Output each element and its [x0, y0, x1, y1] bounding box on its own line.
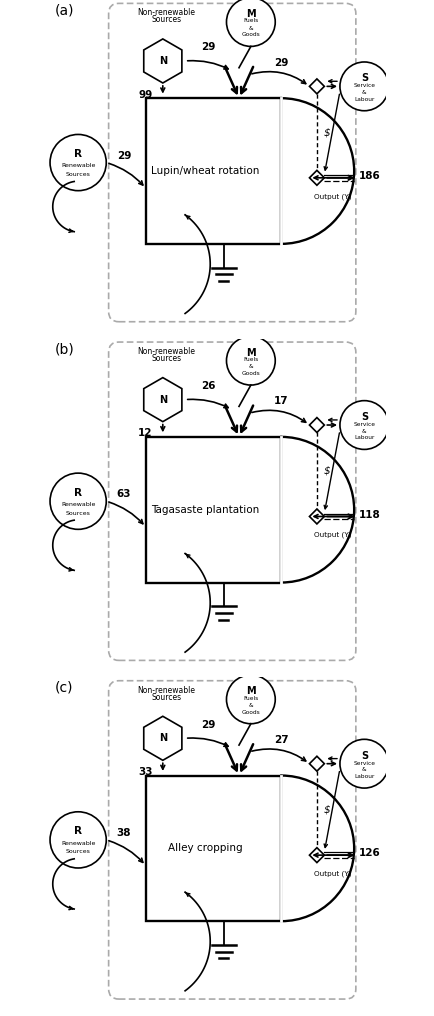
Text: N: N [159, 394, 167, 404]
Text: &: & [362, 767, 367, 772]
Circle shape [227, 675, 275, 723]
Wedge shape [281, 775, 354, 922]
Text: Sources: Sources [151, 693, 181, 702]
Text: Sources: Sources [66, 511, 91, 515]
Text: Fuels: Fuels [243, 18, 259, 23]
Text: 12: 12 [138, 429, 153, 439]
Text: &: & [249, 365, 253, 369]
Text: Renewable: Renewable [61, 164, 95, 169]
Text: &: & [362, 90, 367, 94]
Text: N: N [159, 56, 167, 66]
Text: 17: 17 [274, 396, 289, 406]
Text: 29: 29 [201, 43, 216, 53]
Polygon shape [144, 716, 182, 760]
Text: N: N [159, 734, 167, 744]
Text: Lupin/wheat rotation: Lupin/wheat rotation [151, 166, 260, 176]
Text: Service: Service [353, 761, 375, 765]
Text: S: S [361, 751, 368, 761]
Text: Output (Y): Output (Y) [313, 193, 351, 200]
Text: R: R [74, 488, 82, 498]
Text: Labour: Labour [354, 97, 375, 102]
Text: &: & [249, 703, 253, 708]
Circle shape [227, 336, 275, 385]
Text: &: & [249, 25, 253, 30]
Circle shape [50, 134, 106, 191]
Text: 29: 29 [274, 58, 289, 68]
Text: 99: 99 [138, 89, 153, 100]
Text: Fuels: Fuels [243, 358, 259, 362]
Text: Sources: Sources [151, 15, 181, 24]
Text: (c): (c) [54, 681, 73, 695]
Polygon shape [146, 437, 281, 582]
Text: 63: 63 [117, 490, 131, 500]
Polygon shape [309, 509, 324, 524]
Circle shape [227, 0, 275, 47]
Text: Sources: Sources [151, 354, 181, 363]
Text: Output (Y): Output (Y) [313, 871, 351, 877]
Text: Fuels: Fuels [243, 696, 259, 701]
Text: Sources: Sources [66, 172, 91, 177]
Text: Sources: Sources [66, 849, 91, 854]
Wedge shape [281, 99, 354, 244]
Text: R: R [74, 826, 82, 836]
Text: $: $ [324, 465, 330, 475]
Polygon shape [309, 756, 324, 771]
Polygon shape [309, 847, 324, 863]
Text: R: R [74, 149, 82, 160]
Text: Service: Service [353, 422, 375, 427]
Text: 26: 26 [201, 381, 216, 391]
Text: Non-renewable: Non-renewable [137, 347, 195, 357]
Text: (a): (a) [54, 3, 74, 17]
Polygon shape [146, 775, 281, 922]
Text: 29: 29 [201, 719, 216, 729]
Text: Renewable: Renewable [61, 502, 95, 507]
Polygon shape [309, 79, 324, 93]
Text: M: M [246, 9, 256, 19]
Wedge shape [281, 437, 354, 582]
Circle shape [340, 400, 389, 449]
Text: M: M [246, 347, 256, 358]
Text: Non-renewable: Non-renewable [137, 8, 195, 17]
Text: 33: 33 [138, 767, 153, 777]
Text: 118: 118 [359, 510, 381, 520]
Text: (b): (b) [54, 342, 74, 356]
Text: $: $ [324, 805, 330, 815]
Text: $: $ [324, 127, 330, 137]
Text: S: S [361, 411, 368, 422]
Text: Renewable: Renewable [61, 841, 95, 845]
Text: S: S [361, 73, 368, 83]
Text: 186: 186 [359, 171, 381, 181]
Circle shape [50, 473, 106, 529]
Polygon shape [309, 171, 324, 185]
Circle shape [50, 812, 106, 868]
Text: Alley cropping: Alley cropping [168, 843, 243, 853]
Text: Output (Y): Output (Y) [313, 531, 351, 538]
Polygon shape [144, 378, 182, 422]
Circle shape [340, 62, 389, 111]
Text: Labour: Labour [354, 436, 375, 440]
Text: &: & [362, 429, 367, 434]
Text: Tagasaste plantation: Tagasaste plantation [151, 505, 260, 515]
Text: Service: Service [353, 83, 375, 88]
Polygon shape [144, 39, 182, 83]
Text: Labour: Labour [354, 774, 375, 779]
Text: Non-renewable: Non-renewable [137, 686, 195, 695]
Text: Goods: Goods [241, 371, 260, 376]
Polygon shape [146, 99, 281, 244]
Text: 29: 29 [117, 150, 131, 161]
Circle shape [340, 740, 389, 788]
Text: Goods: Goods [241, 33, 260, 38]
Text: 126: 126 [359, 848, 381, 859]
Text: 38: 38 [117, 828, 131, 838]
Text: M: M [246, 686, 256, 696]
Text: Goods: Goods [241, 710, 260, 714]
Polygon shape [309, 418, 324, 433]
Text: 27: 27 [274, 735, 289, 745]
